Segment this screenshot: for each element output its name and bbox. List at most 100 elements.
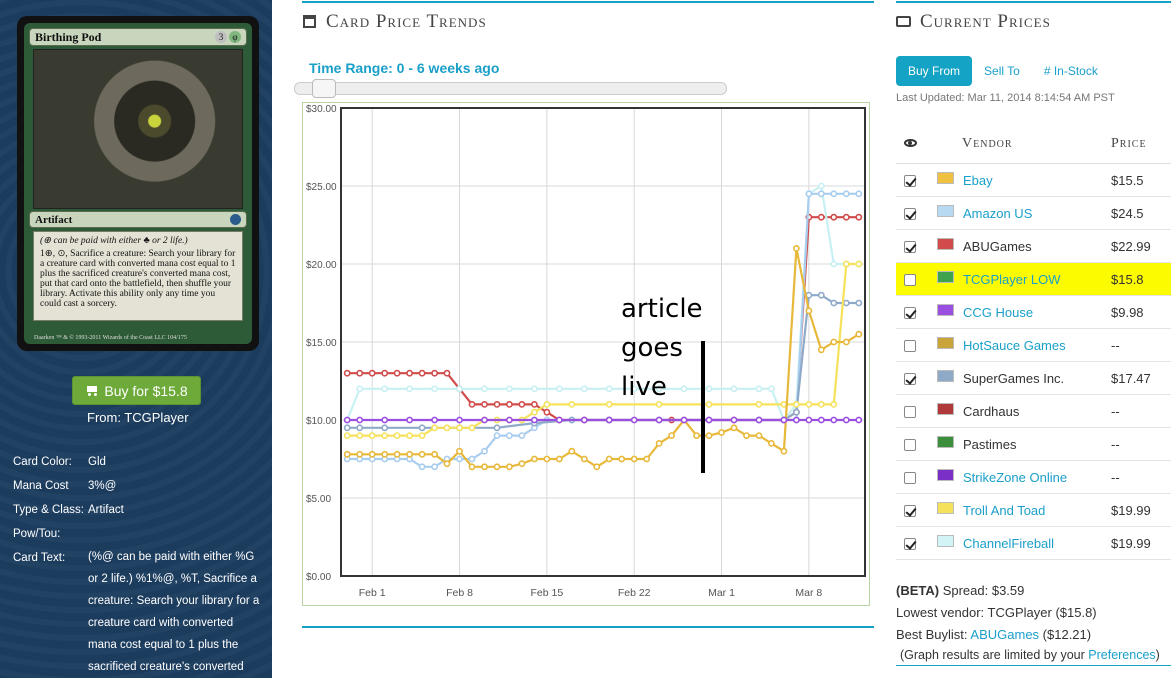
vendor-visibility-checkbox[interactable] xyxy=(904,472,916,484)
vendor-color-swatch xyxy=(937,469,954,481)
data-point xyxy=(718,429,725,436)
data-point xyxy=(518,460,526,468)
tab-sell-to[interactable]: Sell To xyxy=(984,64,1020,78)
buy-button[interactable]: Buy for $15.8 xyxy=(72,376,201,405)
data-point xyxy=(468,463,476,471)
vendor-link[interactable]: CCG House xyxy=(963,305,1034,320)
card-type-bar: Artifact xyxy=(29,211,247,228)
vendor-visibility-checkbox[interactable] xyxy=(904,274,916,286)
article-annotation: article goes live xyxy=(621,290,703,407)
vendor-visibility-checkbox[interactable] xyxy=(904,307,916,319)
vendor-price: $9.98 xyxy=(1111,305,1144,320)
data-point xyxy=(456,455,463,463)
vendor-visibility-checkbox[interactable] xyxy=(904,439,916,451)
data-point xyxy=(780,416,788,424)
vendor-visibility-checkbox[interactable] xyxy=(904,538,916,550)
data-point xyxy=(655,400,663,408)
vendor-link[interactable]: HotSauce Games xyxy=(963,338,1066,353)
phyrexian-green-mana-icon: φ xyxy=(229,31,241,43)
data-point xyxy=(842,213,850,221)
lowest-vendor-line: Lowest vendor: TCGPlayer ($15.8) xyxy=(896,605,1097,620)
data-point xyxy=(431,416,438,424)
data-point xyxy=(730,416,738,424)
vendor-price: -- xyxy=(1111,404,1120,419)
card-info-table: Card Color: Gld Mana Cost 3%@ Type & Cla… xyxy=(13,450,263,678)
best-buylist-vendor-link[interactable]: ABUGames xyxy=(970,627,1040,642)
card-rules-text: 1⊕, ⊙, Sacrifice a creature: Search your… xyxy=(40,249,236,309)
time-range-slider-handle[interactable] xyxy=(312,79,336,98)
data-point xyxy=(381,369,389,377)
y-tick-label: $5.00 xyxy=(306,494,331,505)
section-divider xyxy=(896,1,1171,3)
vendor-link[interactable]: TCGPlayer LOW xyxy=(963,272,1061,287)
data-point xyxy=(456,447,463,455)
data-point xyxy=(767,385,775,393)
vendor-visibility-checkbox[interactable] xyxy=(904,241,916,253)
vendor-link[interactable]: ChannelFireball xyxy=(963,536,1055,551)
info-value: Gld xyxy=(88,456,106,468)
data-point xyxy=(767,439,775,447)
vendor-row: Cardhaus -- xyxy=(896,395,1171,428)
vendor-price: $19.99 xyxy=(1111,503,1151,518)
data-point xyxy=(755,432,763,439)
vendor-visibility-checkbox[interactable] xyxy=(904,505,916,517)
data-point xyxy=(481,385,488,393)
data-point xyxy=(755,400,763,408)
tab-in-stock[interactable]: # In-Stock xyxy=(1043,64,1098,78)
annotation-line-1: article xyxy=(621,294,703,324)
vendor-visibility-checkbox[interactable] xyxy=(904,406,916,418)
data-point xyxy=(393,369,401,377)
vendor-visibility-checkbox[interactable] xyxy=(904,175,916,187)
data-point xyxy=(356,424,364,432)
data-point xyxy=(543,455,551,463)
data-point xyxy=(555,416,563,424)
vendor-link[interactable]: Troll And Toad xyxy=(963,503,1046,518)
preferences-link[interactable]: Preferences xyxy=(1088,648,1156,662)
data-point xyxy=(780,447,788,455)
vendor-visibility-checkbox[interactable] xyxy=(904,340,916,352)
data-point xyxy=(418,424,426,432)
card-detail-panel: Birthing Pod 3 φ Artifact (⊕ can be paid… xyxy=(0,0,272,678)
data-point xyxy=(855,260,863,268)
data-point xyxy=(830,260,838,268)
data-point xyxy=(343,432,351,439)
vendor-color-swatch xyxy=(937,370,954,382)
vendor-name: Cardhaus xyxy=(963,404,1020,419)
card-artwork xyxy=(33,49,243,209)
tab-buy-from[interactable]: Buy From xyxy=(896,56,973,86)
data-point xyxy=(418,432,426,439)
data-point xyxy=(343,424,351,432)
vendor-visibility-checkbox[interactable] xyxy=(904,373,916,385)
price-column-header: Price xyxy=(1111,136,1147,151)
vendor-visibility-checkbox[interactable] xyxy=(904,208,916,220)
y-tick-label: $30.00 xyxy=(306,104,337,115)
info-row-color: Card Color: Gld xyxy=(13,450,263,474)
best-buylist-line: Best Buylist: ABUGames ($12.21) xyxy=(896,624,1097,646)
data-point xyxy=(443,424,451,432)
data-point xyxy=(468,424,476,432)
data-point xyxy=(605,400,613,408)
data-point xyxy=(343,450,351,458)
y-tick-label: $0.00 xyxy=(306,572,331,583)
data-point xyxy=(481,400,488,408)
vendor-color-swatch xyxy=(937,238,954,250)
vendor-link[interactable]: Amazon US xyxy=(963,206,1033,221)
data-point xyxy=(356,385,364,393)
info-label: Type & Class: xyxy=(13,504,84,516)
card-frame: Birthing Pod 3 φ Artifact (⊕ can be paid… xyxy=(24,23,252,344)
data-point xyxy=(855,213,863,221)
data-point xyxy=(842,190,850,198)
data-point xyxy=(842,299,850,307)
data-point xyxy=(817,416,825,424)
data-point xyxy=(368,369,376,377)
data-point xyxy=(705,432,713,439)
card-mana-cost: 3 φ xyxy=(215,31,241,43)
vendor-link[interactable]: Ebay xyxy=(963,173,993,188)
note-text: (Graph results are limited by your xyxy=(900,648,1089,662)
vendor-color-swatch xyxy=(937,535,954,547)
vendor-link[interactable]: StrikeZone Online xyxy=(963,470,1068,485)
data-point xyxy=(393,432,401,439)
data-point xyxy=(443,369,451,377)
time-range-slider[interactable] xyxy=(294,82,727,95)
data-point xyxy=(381,385,389,393)
